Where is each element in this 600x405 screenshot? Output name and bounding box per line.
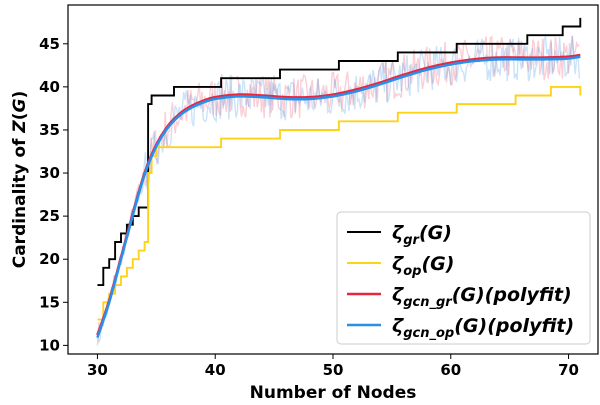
legend-suffix: (G)(polyfit) [454, 315, 574, 337]
series-line-op [97, 85, 582, 321]
y-tick-label: 35 [39, 121, 60, 139]
legend-subscript: gcn_op [403, 326, 454, 341]
y-axis: 10 15 20 25 30 35 40 45 [39, 35, 68, 354]
y-tick-label: 15 [39, 293, 60, 311]
legend-subscript: gcn_gr [403, 295, 453, 310]
y-axis-label-part: ) [10, 91, 30, 99]
y-axis-label: Cardinality of Z(G) [10, 91, 30, 269]
x-axis-label: Number of Nodes [250, 383, 417, 403]
legend-symbol: ζ [392, 284, 404, 306]
legend-symbol: ζ [392, 253, 404, 275]
y-tick-label: 10 [39, 336, 60, 354]
y-tick-label: 45 [39, 35, 60, 53]
x-tick-label: 40 [205, 361, 226, 379]
legend-entry-op: ζop(G) [392, 253, 454, 279]
y-axis-label-part: ( [10, 112, 30, 120]
y-tick-label: 20 [39, 250, 60, 268]
x-tick-label: 60 [440, 361, 461, 379]
legend-suffix: (G)(polyfit) [452, 284, 572, 306]
series-line-gr [97, 17, 582, 287]
y-tick-label: 40 [39, 78, 60, 96]
y-axis-label-part: Z [10, 120, 30, 134]
y-axis-label-part: G [10, 98, 30, 112]
legend-symbol: ζ [392, 315, 404, 337]
series-line-gcn_op [96, 55, 581, 339]
x-tick-label: 30 [87, 361, 108, 379]
legend-symbol: ζ [392, 222, 404, 244]
legend-subscript: gr [403, 233, 420, 248]
x-tick-label: 50 [323, 361, 344, 379]
x-axis: 30 40 50 60 70 [87, 354, 579, 379]
legend: ζgr(G)ζop(G)ζgcn_gr(G)(polyfit)ζgcn_op(G… [336, 211, 591, 345]
legend-entry-gr: ζgr(G) [392, 222, 452, 248]
legend-subscript: op [403, 264, 421, 279]
x-tick-label: 70 [558, 361, 579, 379]
y-tick-label: 25 [39, 207, 60, 225]
legend-entry-gcn_op: ζgcn_op(G)(polyfit) [392, 315, 574, 341]
legend-box [336, 211, 591, 345]
y-axis-label-part: Cardinality of [10, 133, 30, 269]
legend-suffix: (G) [421, 253, 454, 275]
legend-suffix: (G) [419, 222, 452, 244]
noisy-series-gcn_gr [96, 35, 580, 346]
y-tick-label: 30 [39, 164, 60, 182]
series-layer [96, 17, 582, 339]
legend-entry-gcn_gr: ζgcn_gr(G)(polyfit) [392, 284, 572, 310]
